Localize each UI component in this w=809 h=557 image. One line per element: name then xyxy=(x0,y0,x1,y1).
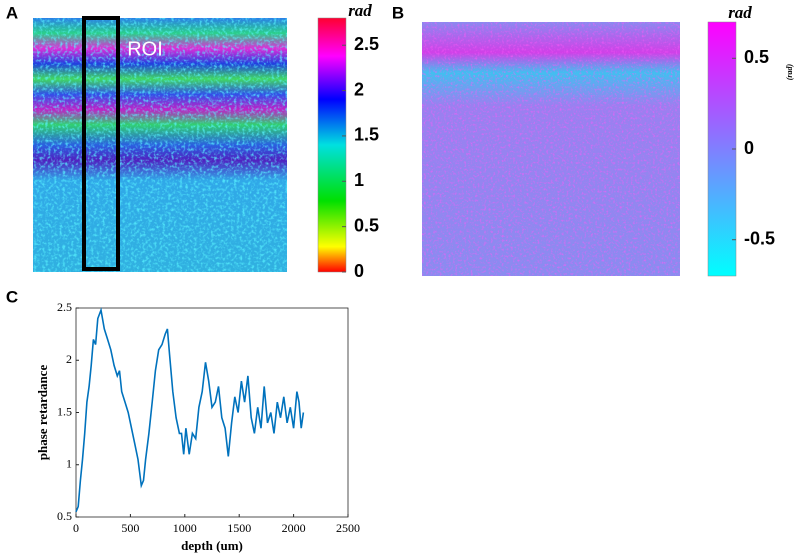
texture xyxy=(33,18,287,272)
colorbar xyxy=(317,17,347,273)
x-axis-label: depth (um) xyxy=(181,538,243,553)
y-tick-label: 1 xyxy=(66,457,72,471)
roi-box xyxy=(82,16,120,271)
roi-label: ROI xyxy=(127,38,163,60)
colorbar xyxy=(707,21,737,277)
y-tick-label: 2 xyxy=(66,352,72,366)
texture xyxy=(422,22,680,276)
x-tick-label: 1500 xyxy=(227,521,251,535)
colorbar-unit: (rad) xyxy=(785,63,794,80)
colorbar-tick-label: 0 xyxy=(354,261,364,281)
colorbar-tick-label: 0.5 xyxy=(354,215,379,235)
data-line xyxy=(75,307,305,513)
y-axis-label: phase retardance xyxy=(35,365,50,461)
x-tick-label: 2500 xyxy=(336,521,360,535)
colorbar-title: rad xyxy=(348,1,372,20)
x-tick-label: 1000 xyxy=(173,521,197,535)
y-tick-label: 2.5 xyxy=(57,300,72,314)
x-tick-label: 500 xyxy=(121,521,139,535)
colorbar-tick-label: 0.5 xyxy=(744,47,769,67)
colorbar-title: rad xyxy=(728,3,752,22)
y-tick-label: 1.5 xyxy=(57,404,72,418)
colorbar-tick-label: 0 xyxy=(744,138,754,158)
image-b xyxy=(422,22,680,276)
panel-label: C xyxy=(6,287,18,306)
colorbar-tick-label: 2 xyxy=(354,79,364,99)
image-a: ROI xyxy=(33,16,287,272)
x-tick-label: 2000 xyxy=(282,521,306,535)
panel-label: B xyxy=(392,3,404,22)
panel-label: A xyxy=(6,3,18,22)
colorbar-tick-label: -0.5 xyxy=(744,228,775,248)
y-tick-label: 0.5 xyxy=(57,509,72,523)
colorbar-tick-label: 1.5 xyxy=(354,125,379,145)
plot-frame xyxy=(75,307,349,518)
colorbar-tick-label: 1 xyxy=(354,170,364,190)
colorbar-tick-label: 2.5 xyxy=(354,34,379,54)
x-tick-label: 0 xyxy=(73,521,79,535)
